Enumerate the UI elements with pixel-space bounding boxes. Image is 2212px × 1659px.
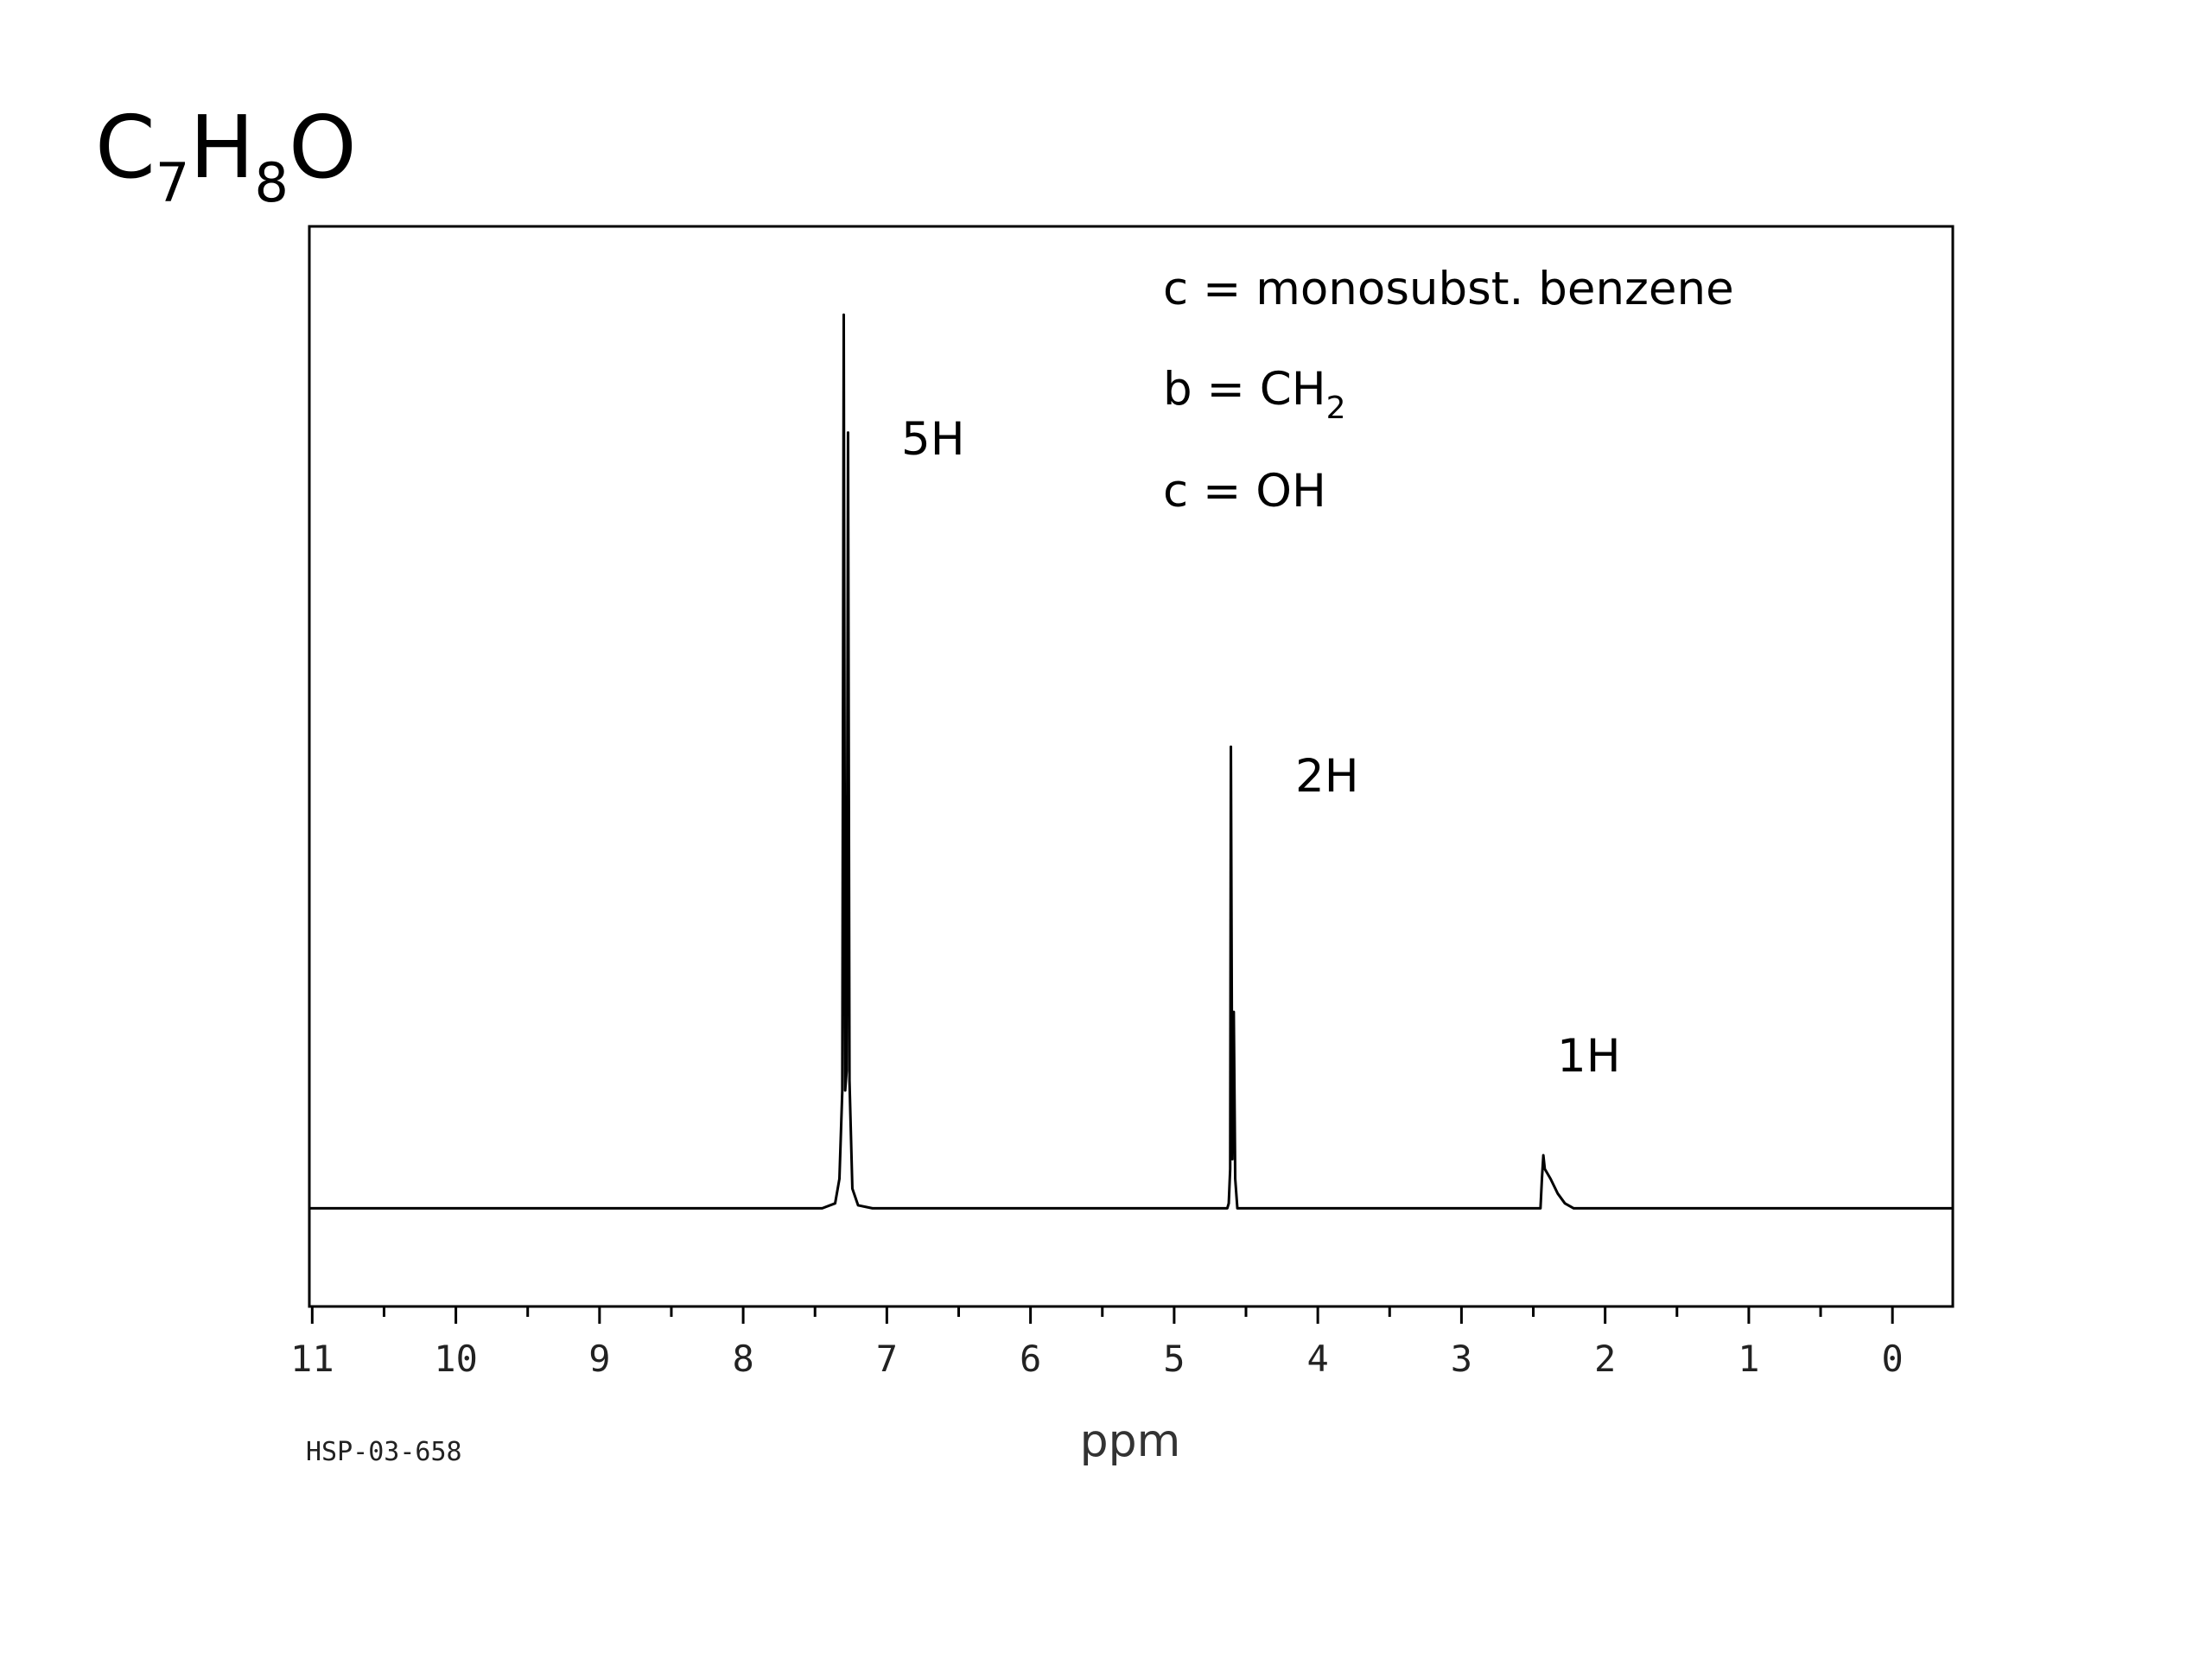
x-tick-label: 9: [588, 1338, 610, 1380]
title-part: H: [189, 97, 254, 198]
peak-label: 5H: [901, 413, 965, 466]
x-tick-label: 6: [1020, 1338, 1041, 1380]
plot-frame: [308, 225, 1955, 1308]
x-tick-label: 3: [1451, 1338, 1472, 1380]
annotation: c = OH: [1163, 465, 1326, 518]
chart-title: C7H8O: [95, 97, 357, 214]
spectrum-code: HSP-03-658: [306, 1437, 462, 1467]
annotation: c = monosubst. benzene: [1163, 263, 1734, 315]
x-tick-label: 4: [1306, 1338, 1328, 1380]
title-part: O: [289, 97, 357, 198]
x-tick-label: 7: [876, 1338, 898, 1380]
peak-label: 1H: [1557, 1030, 1621, 1083]
x-tick-label: 1: [1738, 1338, 1759, 1380]
x-tick-label: 0: [1882, 1338, 1904, 1380]
x-tick-label: 2: [1594, 1338, 1616, 1380]
annotation-subscript: 2: [1326, 391, 1346, 426]
x-tick-label: 5: [1163, 1338, 1185, 1380]
x-tick-label: 8: [732, 1338, 753, 1380]
title-subscript: 8: [254, 151, 288, 214]
x-tick-label: 10: [434, 1338, 478, 1380]
x-axis-label: ppm: [1080, 1415, 1181, 1467]
annotation: b = CH2: [1163, 363, 1346, 426]
spectrum-line: [309, 313, 1953, 1210]
x-tick-label: 11: [290, 1338, 334, 1380]
peak-label: 2H: [1295, 750, 1359, 803]
annotation-part: b = CH: [1163, 363, 1326, 416]
title-part: C: [95, 97, 156, 198]
title-subscript: 7: [156, 151, 189, 214]
